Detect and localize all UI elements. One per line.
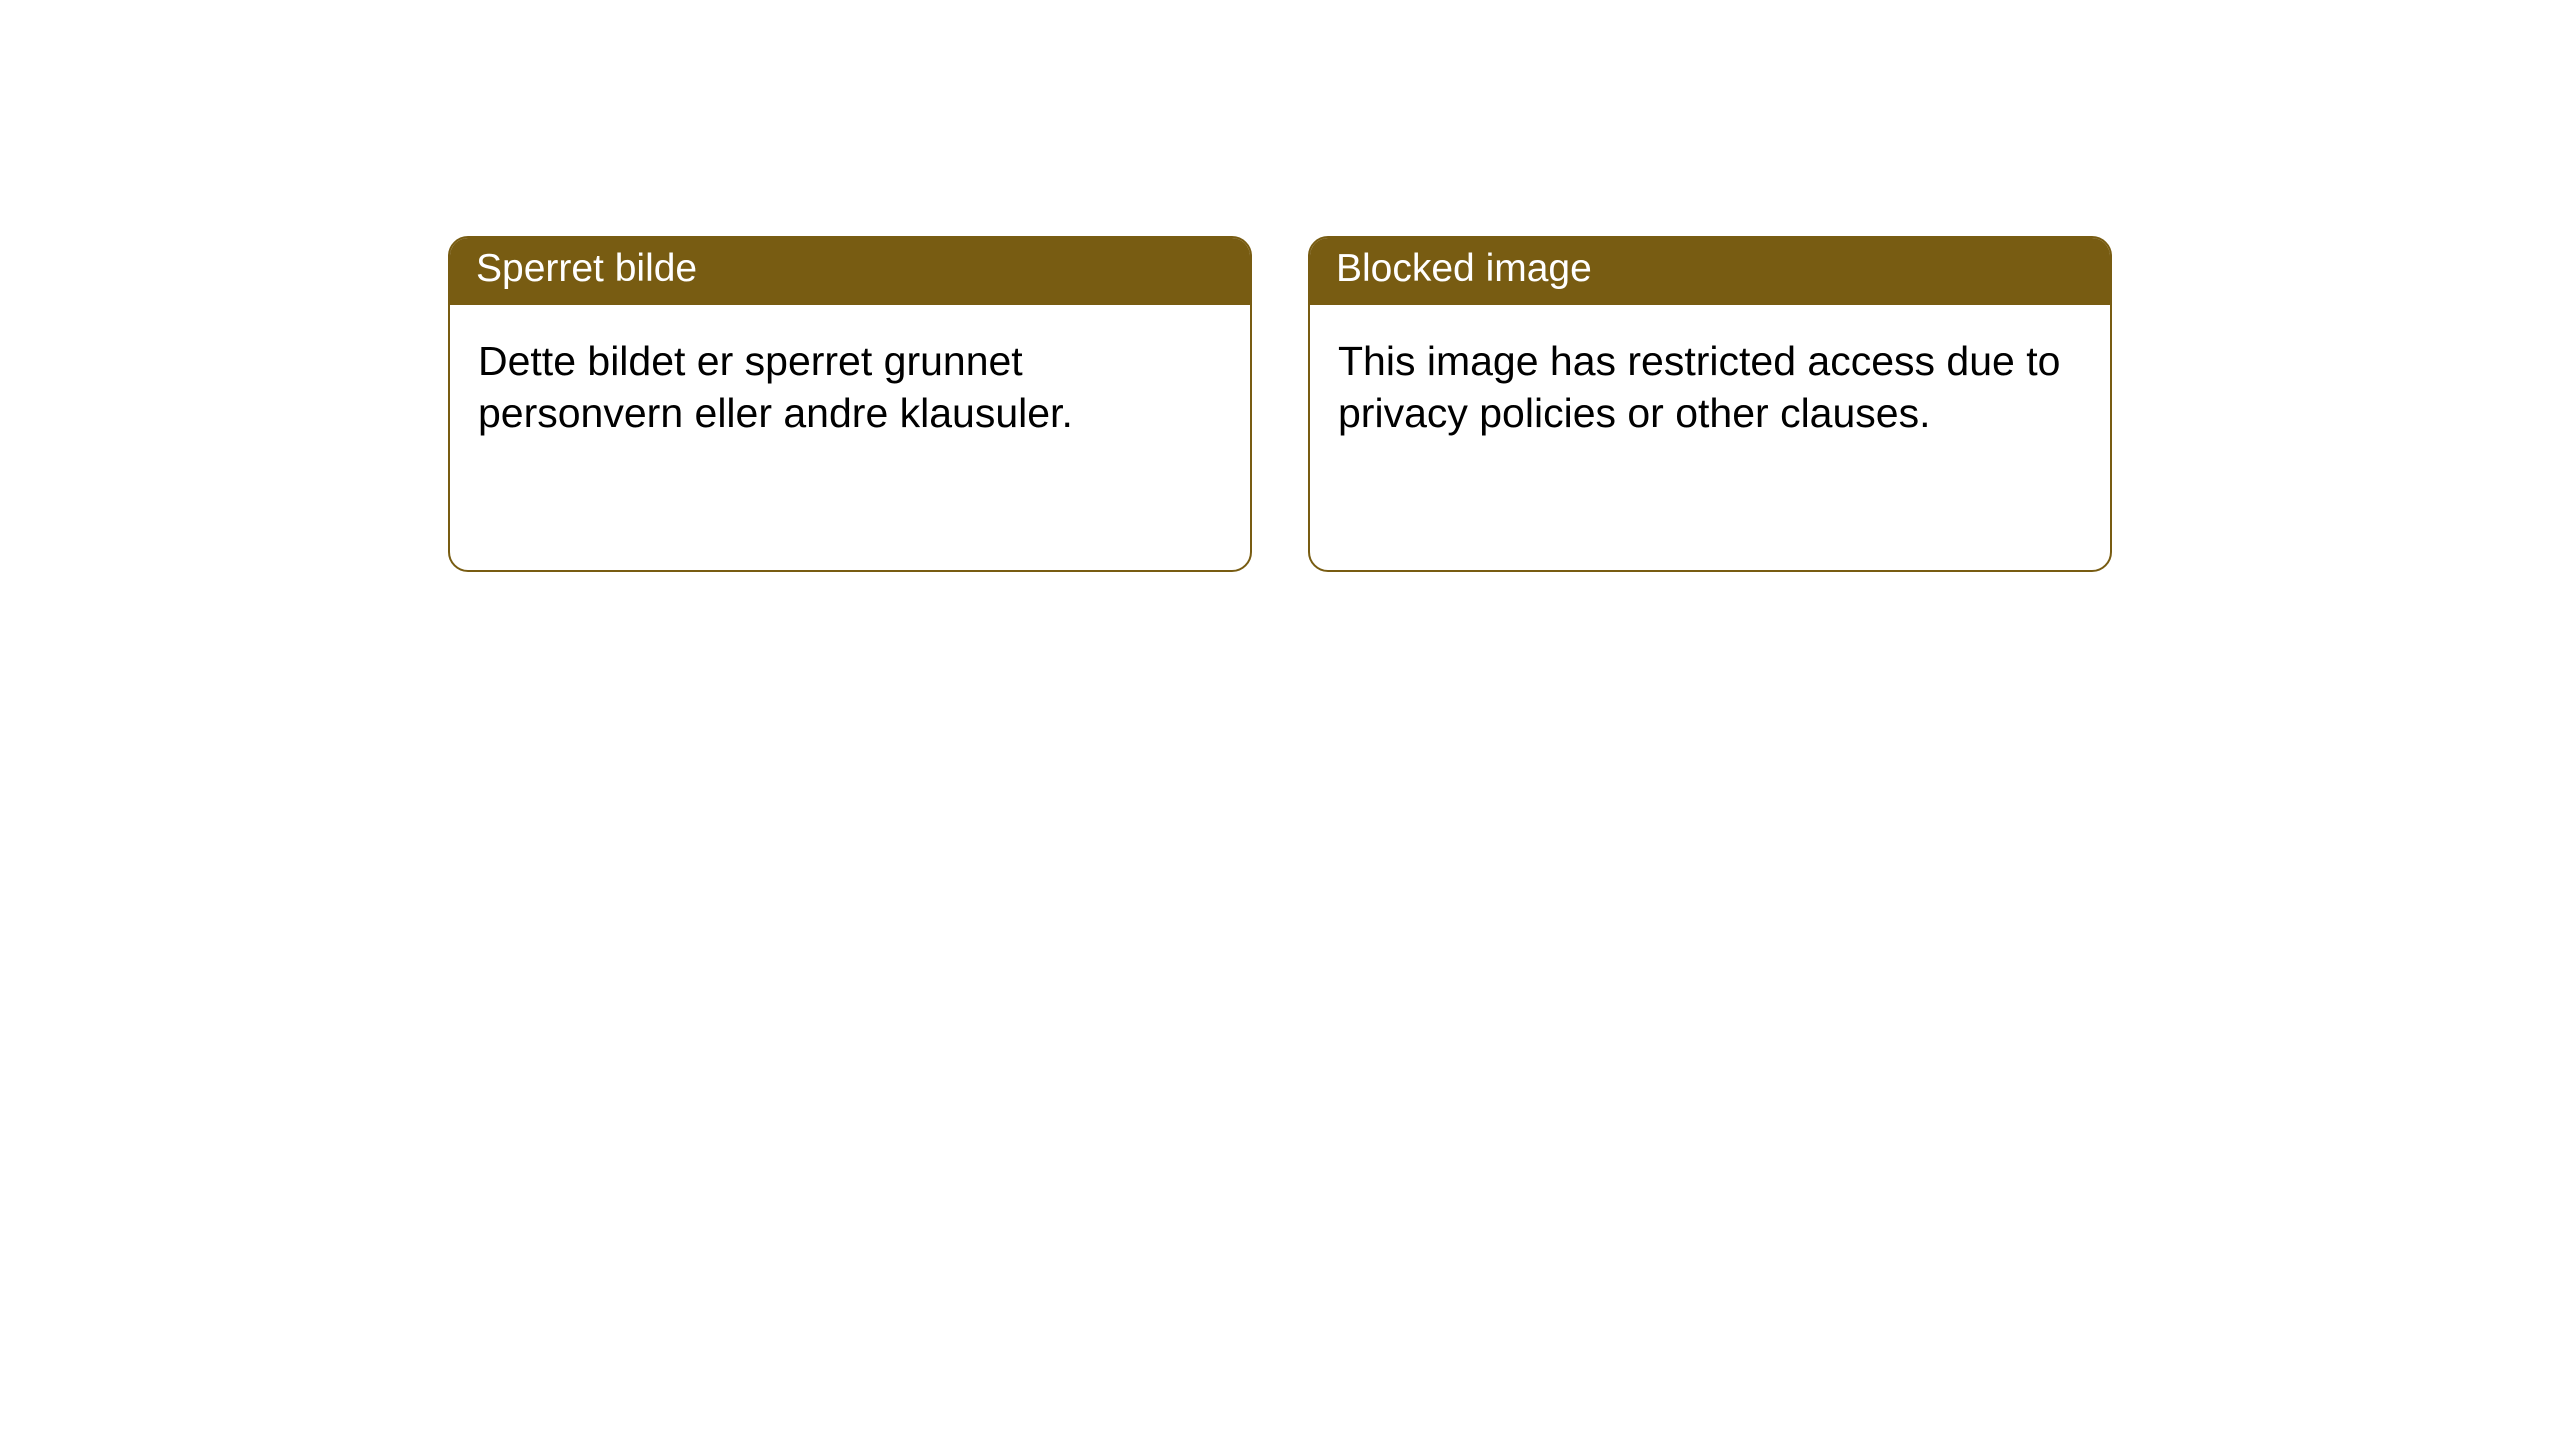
notice-body: This image has restricted access due to … bbox=[1310, 305, 2110, 470]
notice-box-english: Blocked image This image has restricted … bbox=[1308, 236, 2112, 572]
notice-body: Dette bildet er sperret grunnet personve… bbox=[450, 305, 1250, 470]
notice-header: Blocked image bbox=[1310, 238, 2110, 305]
notice-container: Sperret bilde Dette bildet er sperret gr… bbox=[0, 0, 2560, 572]
notice-box-norwegian: Sperret bilde Dette bildet er sperret gr… bbox=[448, 236, 1252, 572]
notice-header: Sperret bilde bbox=[450, 238, 1250, 305]
